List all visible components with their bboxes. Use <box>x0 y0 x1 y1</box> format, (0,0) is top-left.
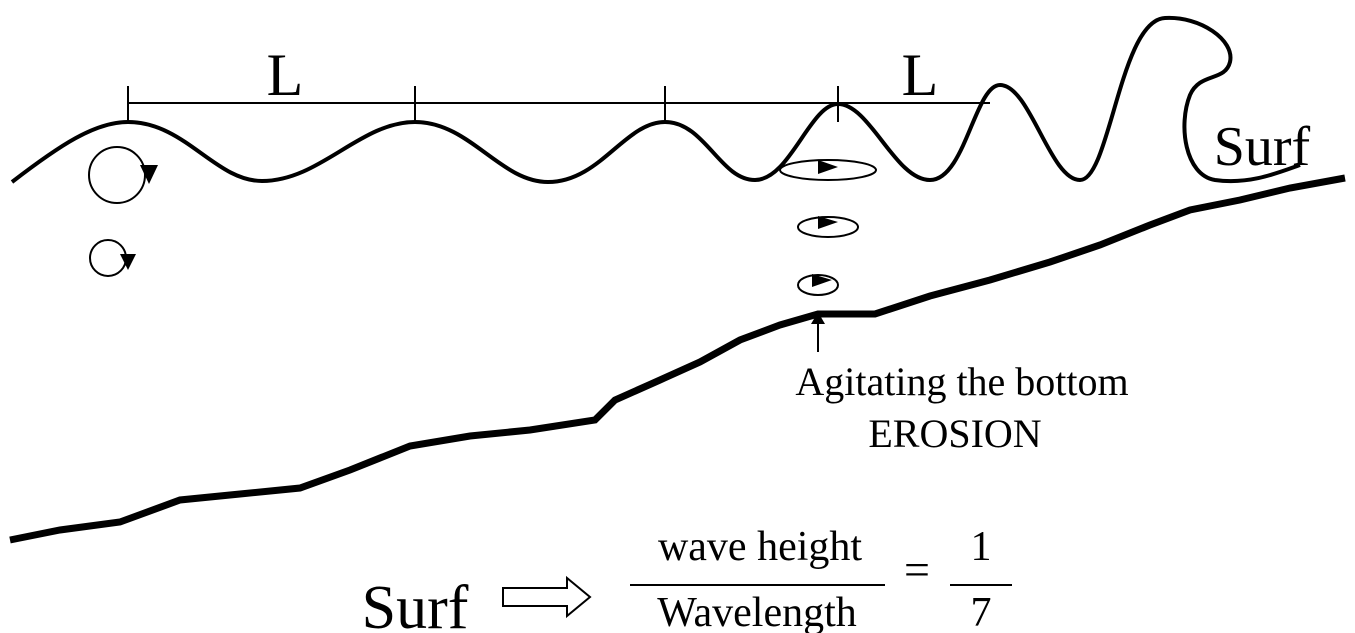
agitating-label: Agitating the bottom <box>795 359 1128 404</box>
equals-sign: = <box>904 544 930 595</box>
orbit-deep <box>88 146 158 277</box>
wavelength-label: L <box>267 42 304 108</box>
bottom-arrow <box>811 312 825 352</box>
ratio-denominator: 7 <box>971 590 992 633</box>
implies-arrow <box>502 575 592 619</box>
sea-floor <box>9 174 1346 544</box>
fraction-denominator: Wavelength <box>657 590 857 633</box>
wavelength-label: L <box>902 42 939 108</box>
orbit-shallow <box>779 159 877 296</box>
erosion-label: EROSION <box>868 411 1041 456</box>
wavelength-scale <box>127 86 990 122</box>
ratio-numerator: 1 <box>971 524 992 570</box>
wave-surface <box>10 15 1301 185</box>
fraction-numerator: wave height <box>658 524 862 570</box>
formula-term: Surf <box>362 574 469 633</box>
surf-label: Surf <box>1214 116 1311 178</box>
